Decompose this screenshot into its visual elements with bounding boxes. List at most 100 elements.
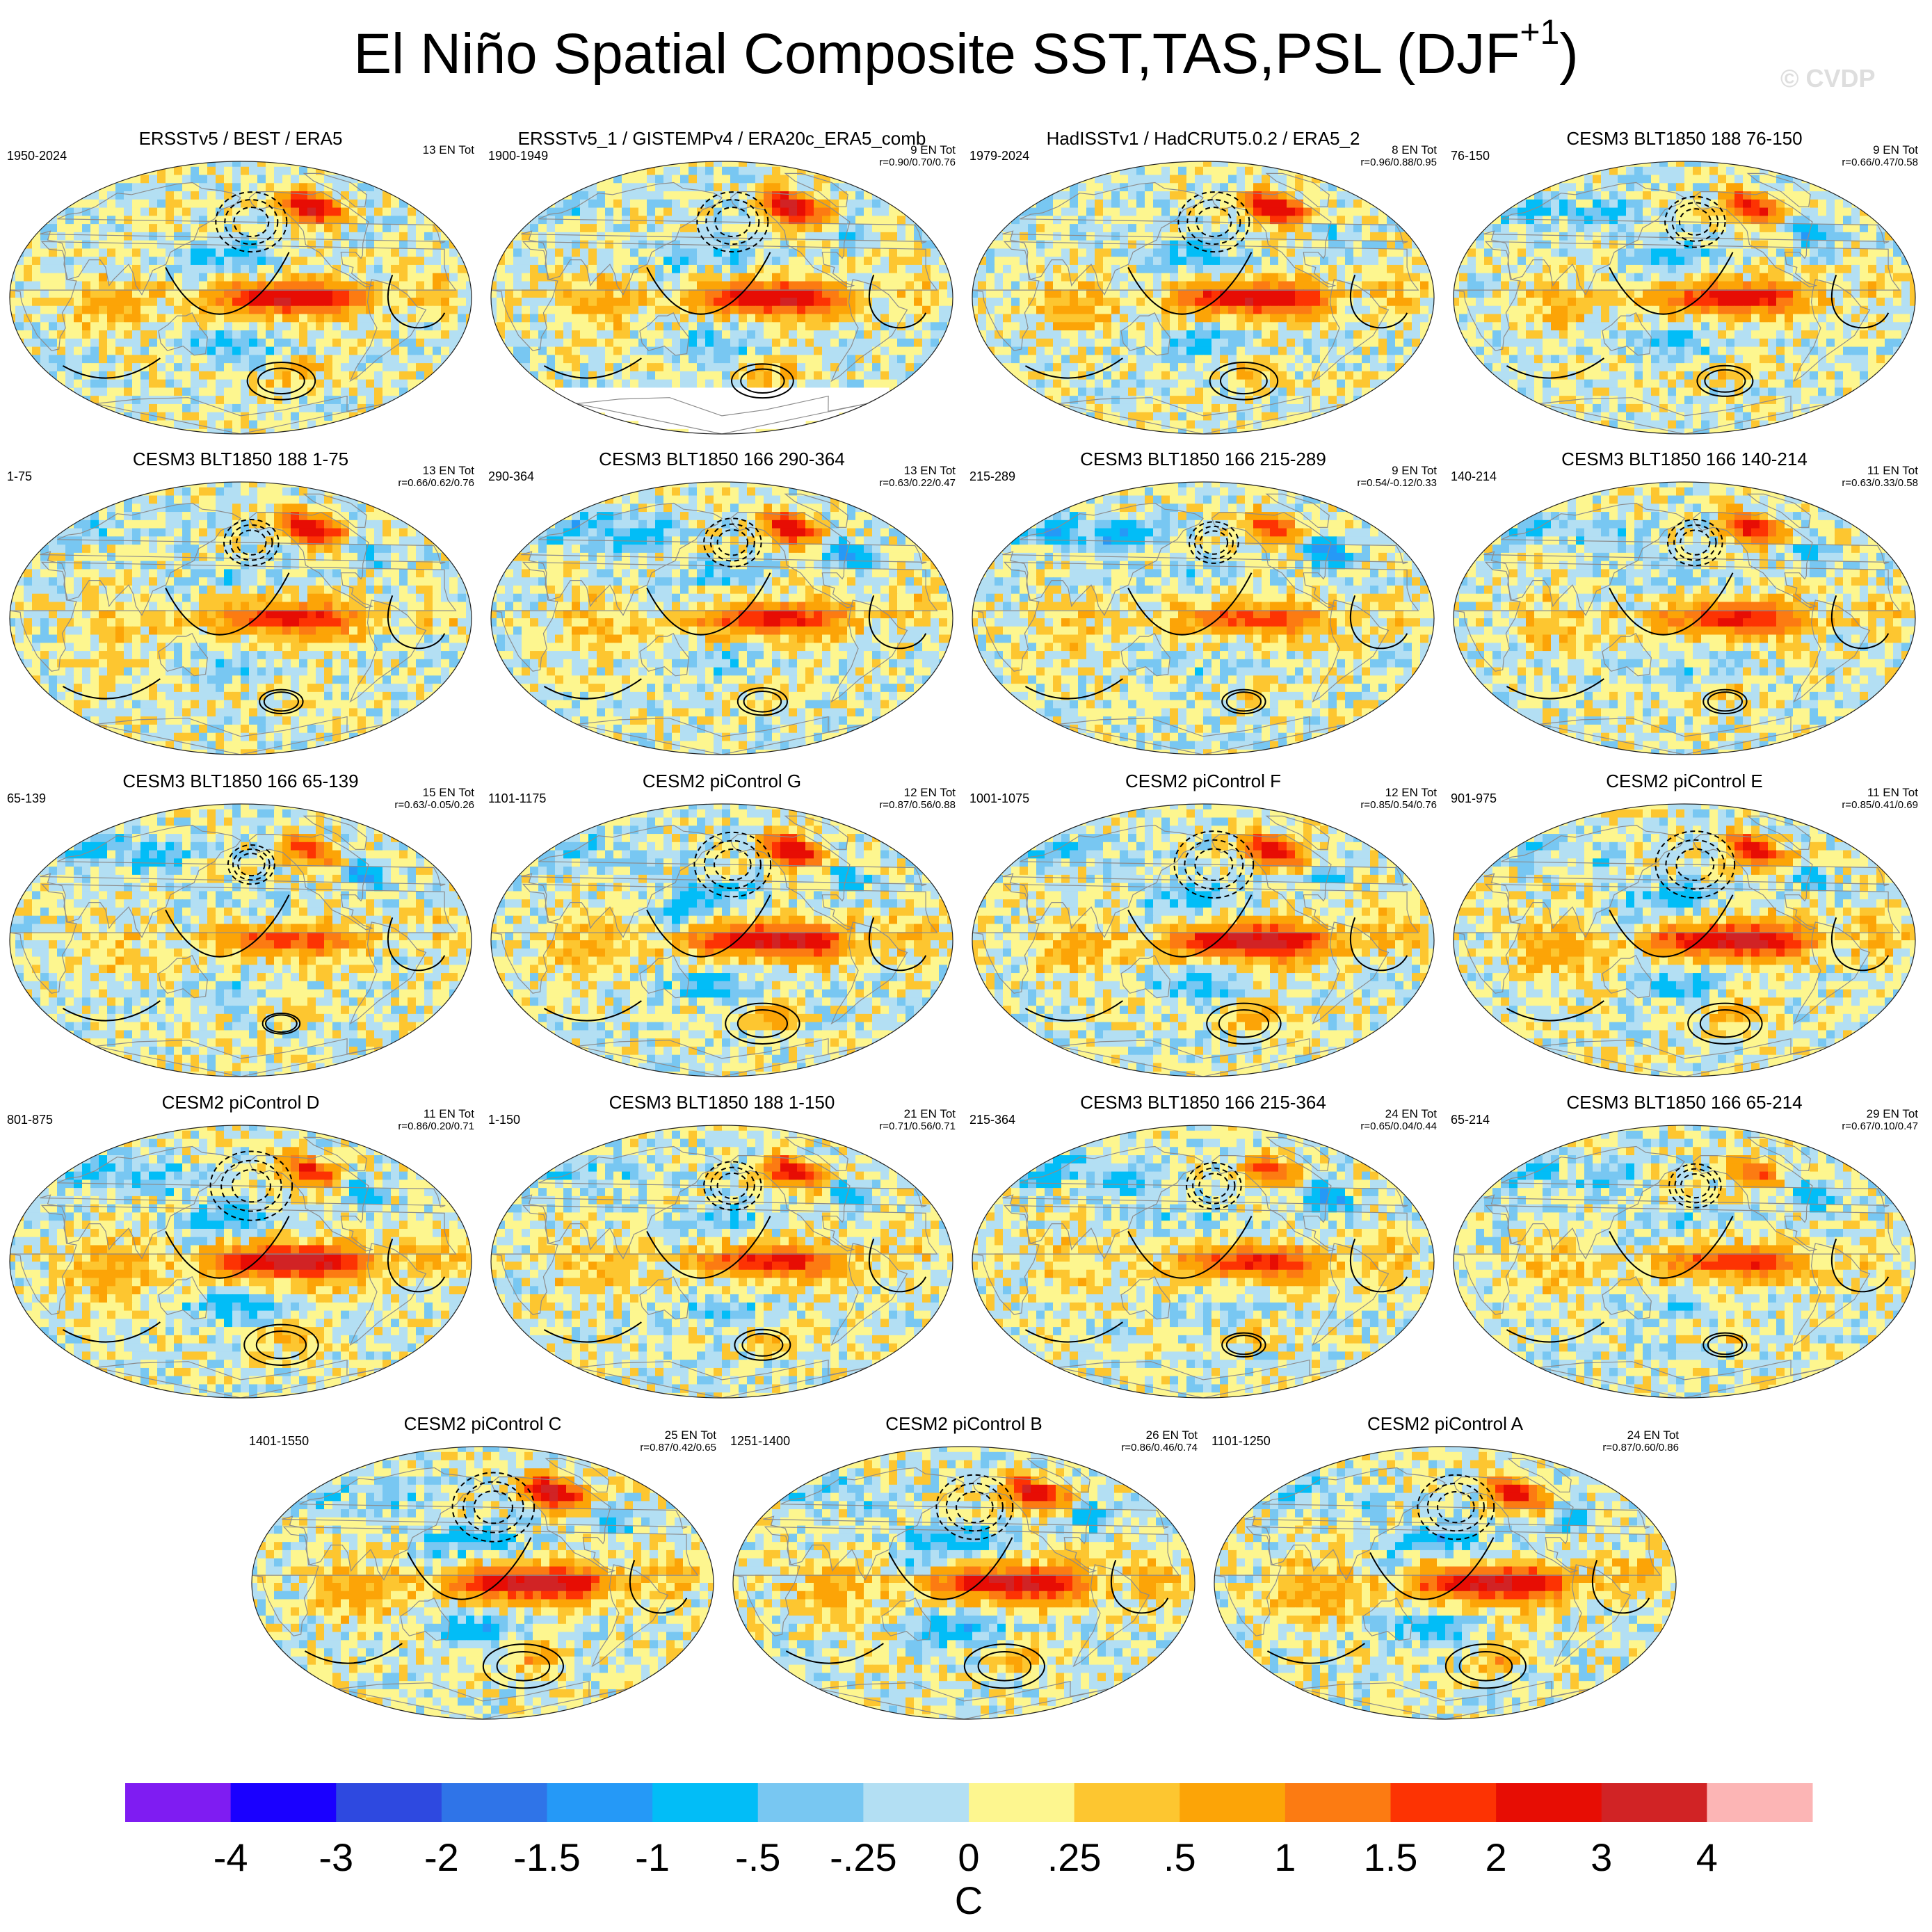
map-panel: CESM2 piControl E 901-975 11 EN Tot r=0.85/… xyxy=(1451,771,1918,1079)
panel-title: CESM2 piControl F xyxy=(969,771,1437,791)
colorbar-swatch xyxy=(1601,1783,1707,1822)
panel-correlation: r=0.85/0.41/0.69 xyxy=(1842,799,1918,811)
panel-title: CESM2 piControl E xyxy=(1451,771,1918,791)
colorbar-swatch xyxy=(125,1783,232,1822)
colorbar-swatch xyxy=(1496,1783,1602,1822)
panel-event-count: 21 EN Tot xyxy=(904,1107,956,1120)
panel-years: 1101-1175 xyxy=(488,791,546,805)
map-panel: CESM2 piControl F 1001-1075 12 EN Tot r=0.8… xyxy=(969,771,1437,1079)
colorbar-tick-label: -1 xyxy=(635,1835,670,1879)
colorbar-tick-label: 4 xyxy=(1696,1835,1718,1879)
map-panel: CESM3 BLT1850 166 290-364 290-364 13 EN To… xyxy=(488,449,956,757)
panel-years: 65-214 xyxy=(1451,1113,1490,1127)
panel-event-count: 9 EN Tot xyxy=(1873,143,1918,156)
panel-title: CESM2 piControl A xyxy=(1211,1413,1679,1434)
panel-correlation: r=0.66/0.62/0.76 xyxy=(398,477,474,489)
map-panel: CESM2 piControl G 1101-1175 12 EN Tot r=0.8… xyxy=(488,771,956,1079)
map-panel: CESM2 piControl A 1101-1250 24 EN Tot r=0.8… xyxy=(1211,1413,1679,1722)
panel-years: 76-150 xyxy=(1451,149,1490,163)
map-field xyxy=(1453,803,1916,1077)
panel-event-count: 9 EN Tot xyxy=(1392,464,1437,477)
panel-title: CESM3 BLT1850 166 290-364 xyxy=(488,449,956,469)
colorbar-tick-label: -2 xyxy=(424,1835,459,1879)
panel-event-count: 12 EN Tot xyxy=(904,786,956,799)
panel-event-count: 11 EN Tot xyxy=(1867,464,1918,477)
map-field xyxy=(9,1125,472,1399)
panel-event-count: 9 EN Tot xyxy=(910,143,956,156)
map-panel: CESM3 BLT1850 188 1-150 1-150 21 EN Tot r=0… xyxy=(488,1092,956,1401)
map-panel: CESM3 BLT1850 188 76-150 76-150 9 EN Tot r=… xyxy=(1451,128,1918,437)
figure-title-superscript: +1 xyxy=(1520,13,1559,51)
map-field xyxy=(9,161,472,435)
colorbar-tick-label: -3 xyxy=(319,1835,353,1879)
panel-correlation: r=0.96/0.88/0.95 xyxy=(1360,156,1437,168)
colorbar-swatch xyxy=(1180,1783,1286,1822)
panel-years: 1001-1075 xyxy=(969,791,1029,805)
map-panel: CESM3 BLT1850 166 215-289 215-289 9 EN Tot… xyxy=(969,449,1437,757)
panel-years: 215-289 xyxy=(969,469,1015,483)
figure-title-closing: ) xyxy=(1559,22,1578,86)
panel-title: CESM3 BLT1850 166 215-289 xyxy=(969,449,1437,469)
panel-correlation: r=0.87/0.60/0.86 xyxy=(1602,1442,1679,1454)
panel-event-count: 11 EN Tot xyxy=(424,1107,474,1120)
map-field xyxy=(972,1125,1435,1399)
panel-title: CESM2 piControl C xyxy=(249,1413,716,1434)
colorbar-swatch xyxy=(969,1783,1075,1822)
colorbar-tick-label: 1.5 xyxy=(1364,1835,1418,1879)
panel-title: CESM3 BLT1850 188 1-150 xyxy=(488,1092,956,1113)
colorbar-swatch xyxy=(1074,1783,1180,1822)
map-panel: CESM2 piControl B 1251-1400 26 EN Tot r=0.8… xyxy=(730,1413,1198,1722)
colorbar-tick-label: 2 xyxy=(1486,1835,1507,1879)
map-panel: CESM2 piControl C 1401-1550 25 EN Tot r=0.8… xyxy=(249,1413,716,1722)
copyright-label: © CVDP xyxy=(1780,64,1876,93)
panel-years: 801-875 xyxy=(7,1113,53,1127)
figure-title-text: El Niño Spatial Composite SST,TAS,PSL (D… xyxy=(353,22,1520,86)
map-field xyxy=(972,803,1435,1077)
panel-years: 140-214 xyxy=(1451,469,1497,483)
map-panel: CESM3 BLT1850 188 1-75 1-75 13 EN Tot r=0.6… xyxy=(7,449,474,757)
panel-event-count: 24 EN Tot xyxy=(1385,1107,1437,1120)
panel-title: ERSSTv5 / BEST / ERA5 xyxy=(7,128,474,149)
colorbar-tick-label: 1 xyxy=(1274,1835,1296,1879)
panel-correlation: r=0.90/0.70/0.76 xyxy=(879,156,956,168)
panel-correlation: r=0.87/0.42/0.65 xyxy=(640,1442,716,1454)
panel-title: CESM2 piControl B xyxy=(730,1413,1198,1434)
panel-years: 1979-2024 xyxy=(969,149,1029,163)
panel-event-count: 29 EN Tot xyxy=(1867,1107,1918,1120)
panel-event-count: 26 EN Tot xyxy=(1146,1428,1198,1442)
map-field xyxy=(490,481,953,755)
colorbar-swatch xyxy=(652,1783,759,1822)
colorbar-swatch xyxy=(441,1783,548,1822)
colorbar-swatch xyxy=(547,1783,653,1822)
panel-event-count: 13 EN Tot xyxy=(904,464,956,477)
map-field xyxy=(9,803,472,1077)
map-field xyxy=(972,161,1435,435)
map-field xyxy=(1214,1446,1677,1720)
figure-title: El Niño Spatial Composite SST,TAS,PSL (D… xyxy=(0,15,1932,89)
panel-correlation: r=0.63/0.33/0.58 xyxy=(1842,477,1918,489)
panel-title: CESM2 piControl G xyxy=(488,771,956,791)
panel-event-count: 8 EN Tot xyxy=(1392,143,1437,156)
panel-correlation: r=0.87/0.56/0.88 xyxy=(879,799,956,811)
panel-title: ERSSTv5_1 / GISTEMPv4 / ERA20c_ERA5_comb xyxy=(488,128,956,149)
map-panel: HadISSTv1 / HadCRUT5.0.2 / ERA5_2 1979-20… xyxy=(969,128,1437,437)
panel-years: 1-150 xyxy=(488,1113,520,1127)
panel-event-count: 13 EN Tot xyxy=(423,143,474,156)
map-panel: CESM3 BLT1850 166 215-364 215-364 24 EN To… xyxy=(969,1092,1437,1401)
colorbar-tick-label: .25 xyxy=(1047,1835,1102,1879)
panel-years: 1-75 xyxy=(7,469,32,483)
map-panel: CESM3 BLT1850 166 140-214 140-214 11 EN To… xyxy=(1451,449,1918,757)
map-field xyxy=(251,1446,714,1720)
panel-event-count: 24 EN Tot xyxy=(1627,1428,1679,1442)
map-panel: ERSSTv5 / BEST / ERA5 1950-2024 13 EN Tot xyxy=(7,128,474,437)
panel-years: 290-364 xyxy=(488,469,534,483)
panel-title: CESM3 BLT1850 166 140-214 xyxy=(1451,449,1918,469)
panel-years: 1101-1250 xyxy=(1211,1434,1271,1448)
map-field xyxy=(490,1125,953,1399)
colorbar-tick-label: -.25 xyxy=(830,1835,897,1879)
colorbar-swatch xyxy=(336,1783,442,1822)
map-field xyxy=(1453,161,1916,435)
map-panel: CESM3 BLT1850 166 65-139 65-139 15 EN Tot r… xyxy=(7,771,474,1079)
colorbar-tick-label: -4 xyxy=(214,1835,248,1879)
panel-title: HadISSTv1 / HadCRUT5.0.2 / ERA5_2 xyxy=(969,128,1437,149)
